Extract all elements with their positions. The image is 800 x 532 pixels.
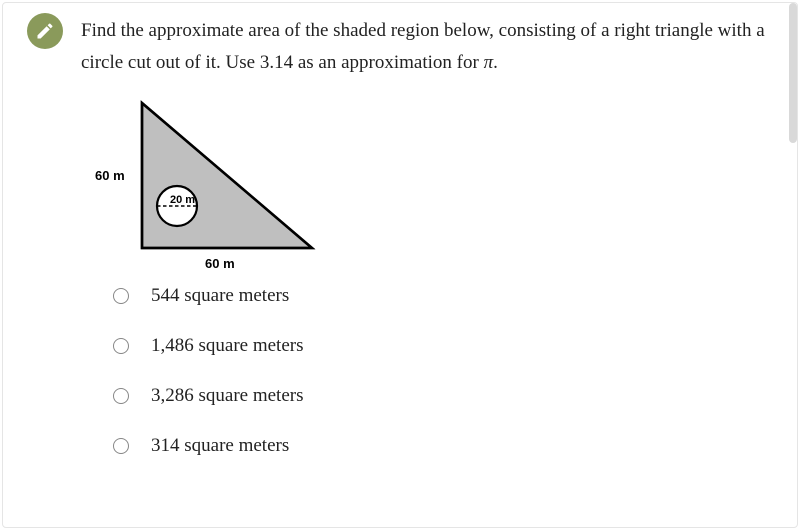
triangle-bottom-label: 60 m xyxy=(205,256,235,271)
question-card: Find the approximate area of the shaded … xyxy=(2,2,798,528)
figure: 60 m 20 m 60 m xyxy=(95,98,345,273)
option-label: 314 square meters xyxy=(151,435,289,457)
option-1[interactable]: 544 square meters xyxy=(113,285,777,307)
option-label: 3,286 square meters xyxy=(151,385,303,407)
question-part1: Find the approximate area of the shaded … xyxy=(81,20,765,73)
circle-diameter-label: 20 m xyxy=(170,194,195,206)
radio-icon xyxy=(113,288,129,304)
options-group: 544 square meters 1,486 square meters 3,… xyxy=(113,285,777,457)
radio-icon xyxy=(113,388,129,404)
pi-symbol: π xyxy=(484,52,494,73)
option-3[interactable]: 3,286 square meters xyxy=(113,385,777,407)
scrollbar[interactable] xyxy=(789,3,797,143)
triangle-left-label: 60 m xyxy=(95,168,125,183)
edit-badge xyxy=(27,13,63,49)
pencil-icon xyxy=(35,21,55,41)
question-part2: . xyxy=(493,52,498,73)
option-2[interactable]: 1,486 square meters xyxy=(113,335,777,357)
question-text: Find the approximate area of the shaded … xyxy=(81,13,777,80)
radio-icon xyxy=(113,438,129,454)
option-label: 1,486 square meters xyxy=(151,335,303,357)
option-label: 544 square meters xyxy=(151,285,289,307)
triangle-svg xyxy=(137,98,337,258)
option-4[interactable]: 314 square meters xyxy=(113,435,777,457)
radio-icon xyxy=(113,338,129,354)
